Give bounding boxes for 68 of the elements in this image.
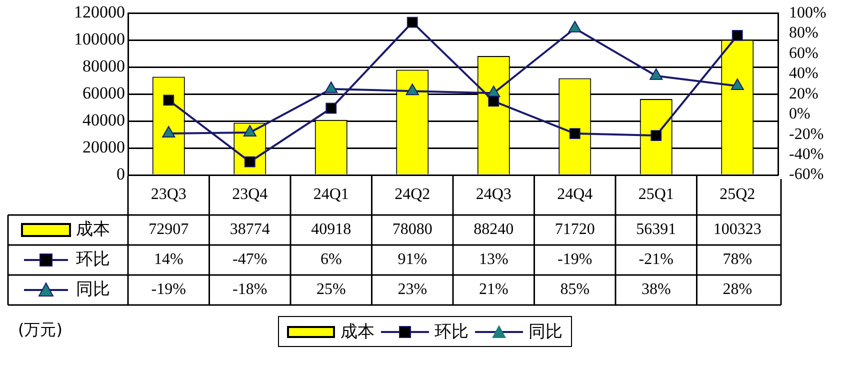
data-label: 72907 [148, 221, 189, 238]
x-tick-label: 25Q1 [638, 186, 674, 204]
y2-tick-label: 80% [789, 24, 818, 42]
point [730, 78, 744, 90]
text: 成本 [340, 322, 374, 342]
y-tick-label: 20000 [82, 138, 125, 156]
point [326, 102, 337, 114]
point [244, 156, 256, 168]
point [406, 84, 419, 96]
data-label: 78% [722, 251, 752, 268]
x-tick-label: 24Q4 [557, 186, 593, 204]
point [488, 96, 500, 107]
data-label: 14% [154, 251, 184, 268]
y-tick-label: 100000 [74, 30, 125, 49]
x-tick-label: 24Q2 [394, 186, 430, 204]
data-label: 40918 [311, 221, 352, 238]
x-tick-label: 23Q3 [150, 186, 186, 204]
legend-label: 环比 [76, 249, 110, 270]
data-label: 71720 [554, 221, 595, 238]
data-label: 25% [316, 281, 346, 298]
y-tick-label: 40000 [82, 110, 125, 130]
point [568, 20, 582, 32]
data-label: 91% [398, 251, 428, 268]
y-tick-label: 80000 [82, 56, 125, 76]
y2-tick-label: 0% [789, 106, 810, 123]
data-label: 85% [560, 281, 590, 298]
data-label: -19% [558, 251, 592, 268]
point [650, 130, 662, 142]
data-label: -18% [232, 281, 268, 298]
point [162, 126, 176, 138]
y2-tick-label: 60% [789, 44, 818, 62]
data-label: -21% [638, 251, 674, 268]
data-label: 78080 [392, 221, 432, 238]
legend-label: 成本 [76, 219, 110, 240]
point [569, 128, 580, 139]
text: 环比 [434, 322, 468, 342]
data-label: 23% [398, 281, 428, 298]
legend-label: 同比 [76, 279, 110, 300]
y2-tick-label: 40% [789, 65, 818, 82]
data-label: 6% [320, 251, 342, 268]
point [324, 82, 338, 94]
x-tick-label: 23Q4 [232, 186, 268, 204]
y2-tick-label: -20% [789, 126, 824, 143]
data-label: -47% [232, 251, 268, 268]
data-label: 13% [478, 251, 508, 268]
text: 同比 [528, 322, 562, 342]
data-label: 28% [722, 281, 752, 298]
x-tick-label: 24Q1 [313, 186, 349, 204]
point [650, 68, 663, 80]
x-tick-label: 24Q3 [476, 186, 512, 204]
data-label: 38% [641, 281, 671, 298]
x-tick-label: 25Q2 [720, 186, 756, 204]
data-label: -19% [151, 281, 186, 298]
y-tick-label: 60000 [82, 84, 125, 103]
text: (万元) [18, 320, 62, 341]
y-tick-label: 0 [116, 164, 125, 184]
y-tick-label: 120000 [74, 2, 125, 22]
y2-tick-label: -60% [789, 166, 824, 184]
data-label: 56391 [636, 221, 676, 238]
y2-tick-label: -40% [789, 146, 824, 163]
point [243, 125, 256, 137]
y2-tick-label: 100% [789, 4, 826, 22]
data-label: 88240 [474, 221, 514, 238]
data-label: 100323 [713, 221, 762, 238]
data-label: 21% [478, 281, 508, 298]
point [163, 94, 174, 106]
data-label: 38774 [230, 221, 270, 238]
y2-tick-label: 20% [789, 85, 818, 102]
